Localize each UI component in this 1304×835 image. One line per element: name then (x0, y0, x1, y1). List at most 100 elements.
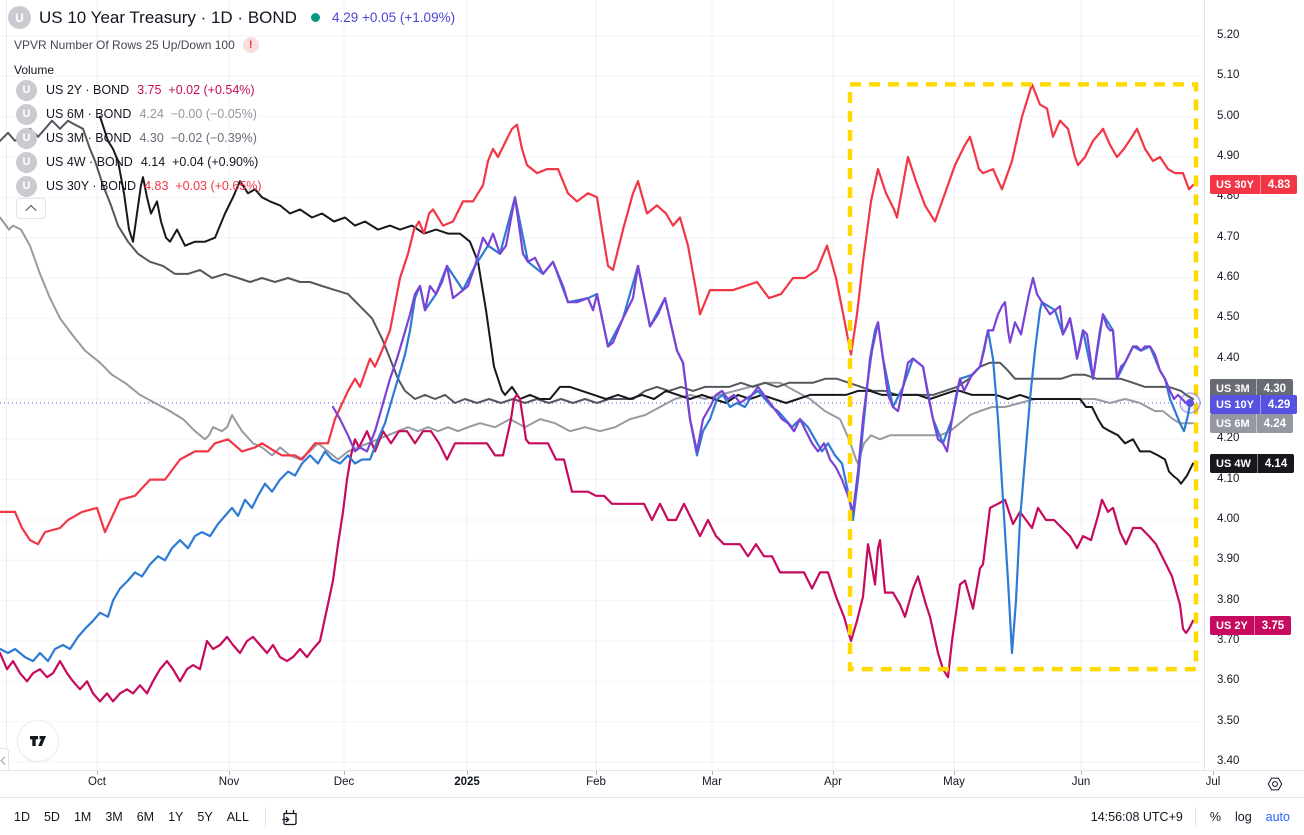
price-label-us-10y: US 10Y 4.29 (1210, 395, 1298, 414)
range-button-6m[interactable]: 6M (136, 810, 155, 824)
price-label-value: 4.29 (1267, 398, 1291, 411)
price-label-symbol: US 4W (1216, 457, 1251, 470)
last-point-dot (1186, 399, 1194, 408)
time-axis-tick (467, 771, 468, 775)
y-axis-tick: 3.40 (1217, 754, 1240, 767)
time-axis-tick (1213, 771, 1214, 775)
compare-values: 3.75 +0.02 (+0.54%) (137, 83, 255, 97)
series-line-us-3m[interactable] (0, 119, 1194, 404)
time-axis-label: Apr (824, 776, 842, 788)
y-axis-tick: 5.20 (1217, 29, 1240, 41)
series-line-us-2y[interactable] (0, 393, 1195, 703)
range-buttons: 1D 5D 1M 3M 6M 1Y 5Y ALL (14, 810, 263, 824)
time-axis-label: Mar (702, 776, 722, 788)
vpvr-label: VPVR Number Of Rows 25 Up/Down 100 (14, 38, 235, 52)
collapse-left-panel-handle[interactable] (0, 748, 9, 772)
compare-row-4w[interactable]: U US 4W · BOND 4.14 +0.04 (+0.90%) (16, 151, 259, 173)
range-button-1d[interactable]: 1D (14, 810, 30, 824)
main-price: 4.29 (331, 10, 359, 25)
instrument-icon: U (16, 151, 37, 173)
instrument-icon: U (16, 103, 37, 125)
time-axis-tick (344, 771, 345, 775)
main-series-values: 4.29 +0.05 (+1.09%) (332, 10, 455, 25)
time-axis-tick (712, 771, 713, 775)
range-button-1m[interactable]: 1M (73, 810, 92, 824)
y-axis-tick: 3.90 (1217, 553, 1240, 566)
go-to-date-button[interactable] (278, 805, 302, 829)
time-axis-tick (954, 771, 955, 775)
compare-symbol: US 4W · BOND (46, 155, 133, 169)
gear-icon (1267, 777, 1283, 791)
range-button-3m[interactable]: 3M (105, 810, 123, 824)
series-line-us-10y[interactable] (331, 196, 1192, 513)
price-label-us-30y: US 30Y 4.83 (1210, 175, 1298, 194)
compare-symbol: US 3M · BOND (46, 131, 132, 145)
price-label-value: 4.83 (1267, 178, 1291, 191)
y-axis-tick: 3.60 (1217, 674, 1240, 687)
vpvr-indicator-row[interactable]: VPVR Number Of Rows 25 Up/Down 100 ! (14, 37, 259, 53)
price-axis[interactable]: 5.205.105.004.904.804.704.604.504.404.30… (1204, 0, 1304, 770)
compare-symbol: US 6M · BOND (46, 107, 132, 121)
y-axis-tick: 4.50 (1217, 311, 1240, 324)
y-axis-tick: 4.40 (1217, 351, 1240, 364)
range-selector: 1D 5D 1M 3M 6M 1Y 5Y ALL (0, 805, 302, 829)
highlight-rectangle-drawing[interactable] (847, 82, 1199, 672)
percent-scale-button[interactable]: % (1209, 810, 1221, 824)
time-axis-tick (833, 771, 834, 775)
toolbar-divider (1194, 807, 1196, 827)
price-label-symbol: US 10Y (1216, 398, 1254, 411)
compare-symbol: US 2Y · BOND (46, 83, 130, 97)
page-title: US 10 Year Treasury · 1D · BOND (39, 7, 297, 27)
chart-canvas[interactable] (0, 0, 1204, 770)
time-axis[interactable]: Oct Nov Dec 2025 Feb Mar Apr May Jun Jul (0, 770, 1304, 798)
series-line-us-30y[interactable] (0, 83, 1195, 546)
market-status-icon[interactable] (310, 13, 320, 22)
compare-row-30y[interactable]: U US 30Y · BOND 4.83 +0.03 (+0.65%) (16, 175, 262, 197)
time-axis-label: May (943, 776, 965, 788)
compare-symbol: US 30Y · BOND (46, 179, 137, 193)
price-label-symbol: US 3M (1216, 382, 1250, 395)
calendar-icon (282, 810, 297, 826)
series-line-us-6m[interactable] (0, 216, 1194, 465)
time-axis-label: Dec (333, 776, 355, 788)
compare-row-3m[interactable]: U US 3M · BOND 4.30 −0.02 (−0.39%) (16, 127, 257, 149)
tradingview-logo[interactable] (17, 720, 59, 762)
compare-row-6m[interactable]: U US 6M · BOND 4.24 −0.00 (−0.05%) (16, 103, 257, 125)
price-label-us-4w: US 4W 4.14 (1210, 454, 1295, 473)
auto-scale-button[interactable]: auto (1265, 810, 1290, 824)
range-button-5y[interactable]: 5Y (197, 810, 213, 824)
y-axis-tick: 5.10 (1217, 69, 1240, 82)
volume-indicator-row[interactable]: Volume (14, 63, 54, 77)
y-axis-tick: 4.70 (1217, 230, 1240, 243)
clock-time[interactable]: 14:56:08 UTC+9 (1090, 810, 1183, 824)
compare-values: 4.14 +0.04 (+0.90%) (140, 155, 259, 169)
legend-collapse-button[interactable] (16, 198, 46, 219)
price-label-us-3m: US 3M 4.30 (1210, 379, 1294, 398)
compare-row-2y[interactable]: U US 2Y · BOND 3.75 +0.02 (+0.54%) (16, 79, 255, 101)
bottom-toolbar: 1D 5D 1M 3M 6M 1Y 5Y ALL 14:56:08 UTC+9 % log a… (0, 797, 1304, 835)
time-axis-label: Nov (218, 776, 240, 788)
time-axis-label: 2025 (454, 776, 480, 788)
series-line-us-4w[interactable] (99, 115, 1194, 485)
range-button-all[interactable]: ALL (226, 810, 249, 824)
chart-plot-area[interactable] (0, 0, 1204, 770)
price-label-symbol: US 6M (1216, 417, 1250, 430)
range-button-5d[interactable]: 5D (43, 810, 60, 824)
y-axis-tick: 3.70 (1217, 633, 1240, 646)
instrument-icon: U (8, 6, 31, 29)
compare-values: 4.83 +0.03 (+0.65%) (144, 179, 262, 193)
price-scale-settings-button[interactable] (1263, 772, 1287, 796)
instrument-icon: U (16, 175, 37, 197)
log-scale-button[interactable]: log (1234, 810, 1252, 824)
range-button-1y[interactable]: 1Y (168, 810, 184, 824)
time-axis-tick (97, 771, 98, 775)
main-series-row[interactable]: U US 10 Year Treasury · 1D · BOND 4.29 +… (8, 6, 455, 29)
time-axis-label: Jun (1071, 776, 1091, 788)
main-change: +0.05 (361, 10, 397, 25)
warning-icon[interactable]: ! (242, 37, 259, 53)
tradingview-logo-icon (30, 736, 46, 746)
time-axis-tick (596, 771, 597, 775)
scale-controls: 14:56:08 UTC+9 % log auto (1089, 807, 1304, 827)
instrument-icon: U (16, 79, 37, 101)
price-label-symbol: US 30Y (1216, 178, 1254, 191)
